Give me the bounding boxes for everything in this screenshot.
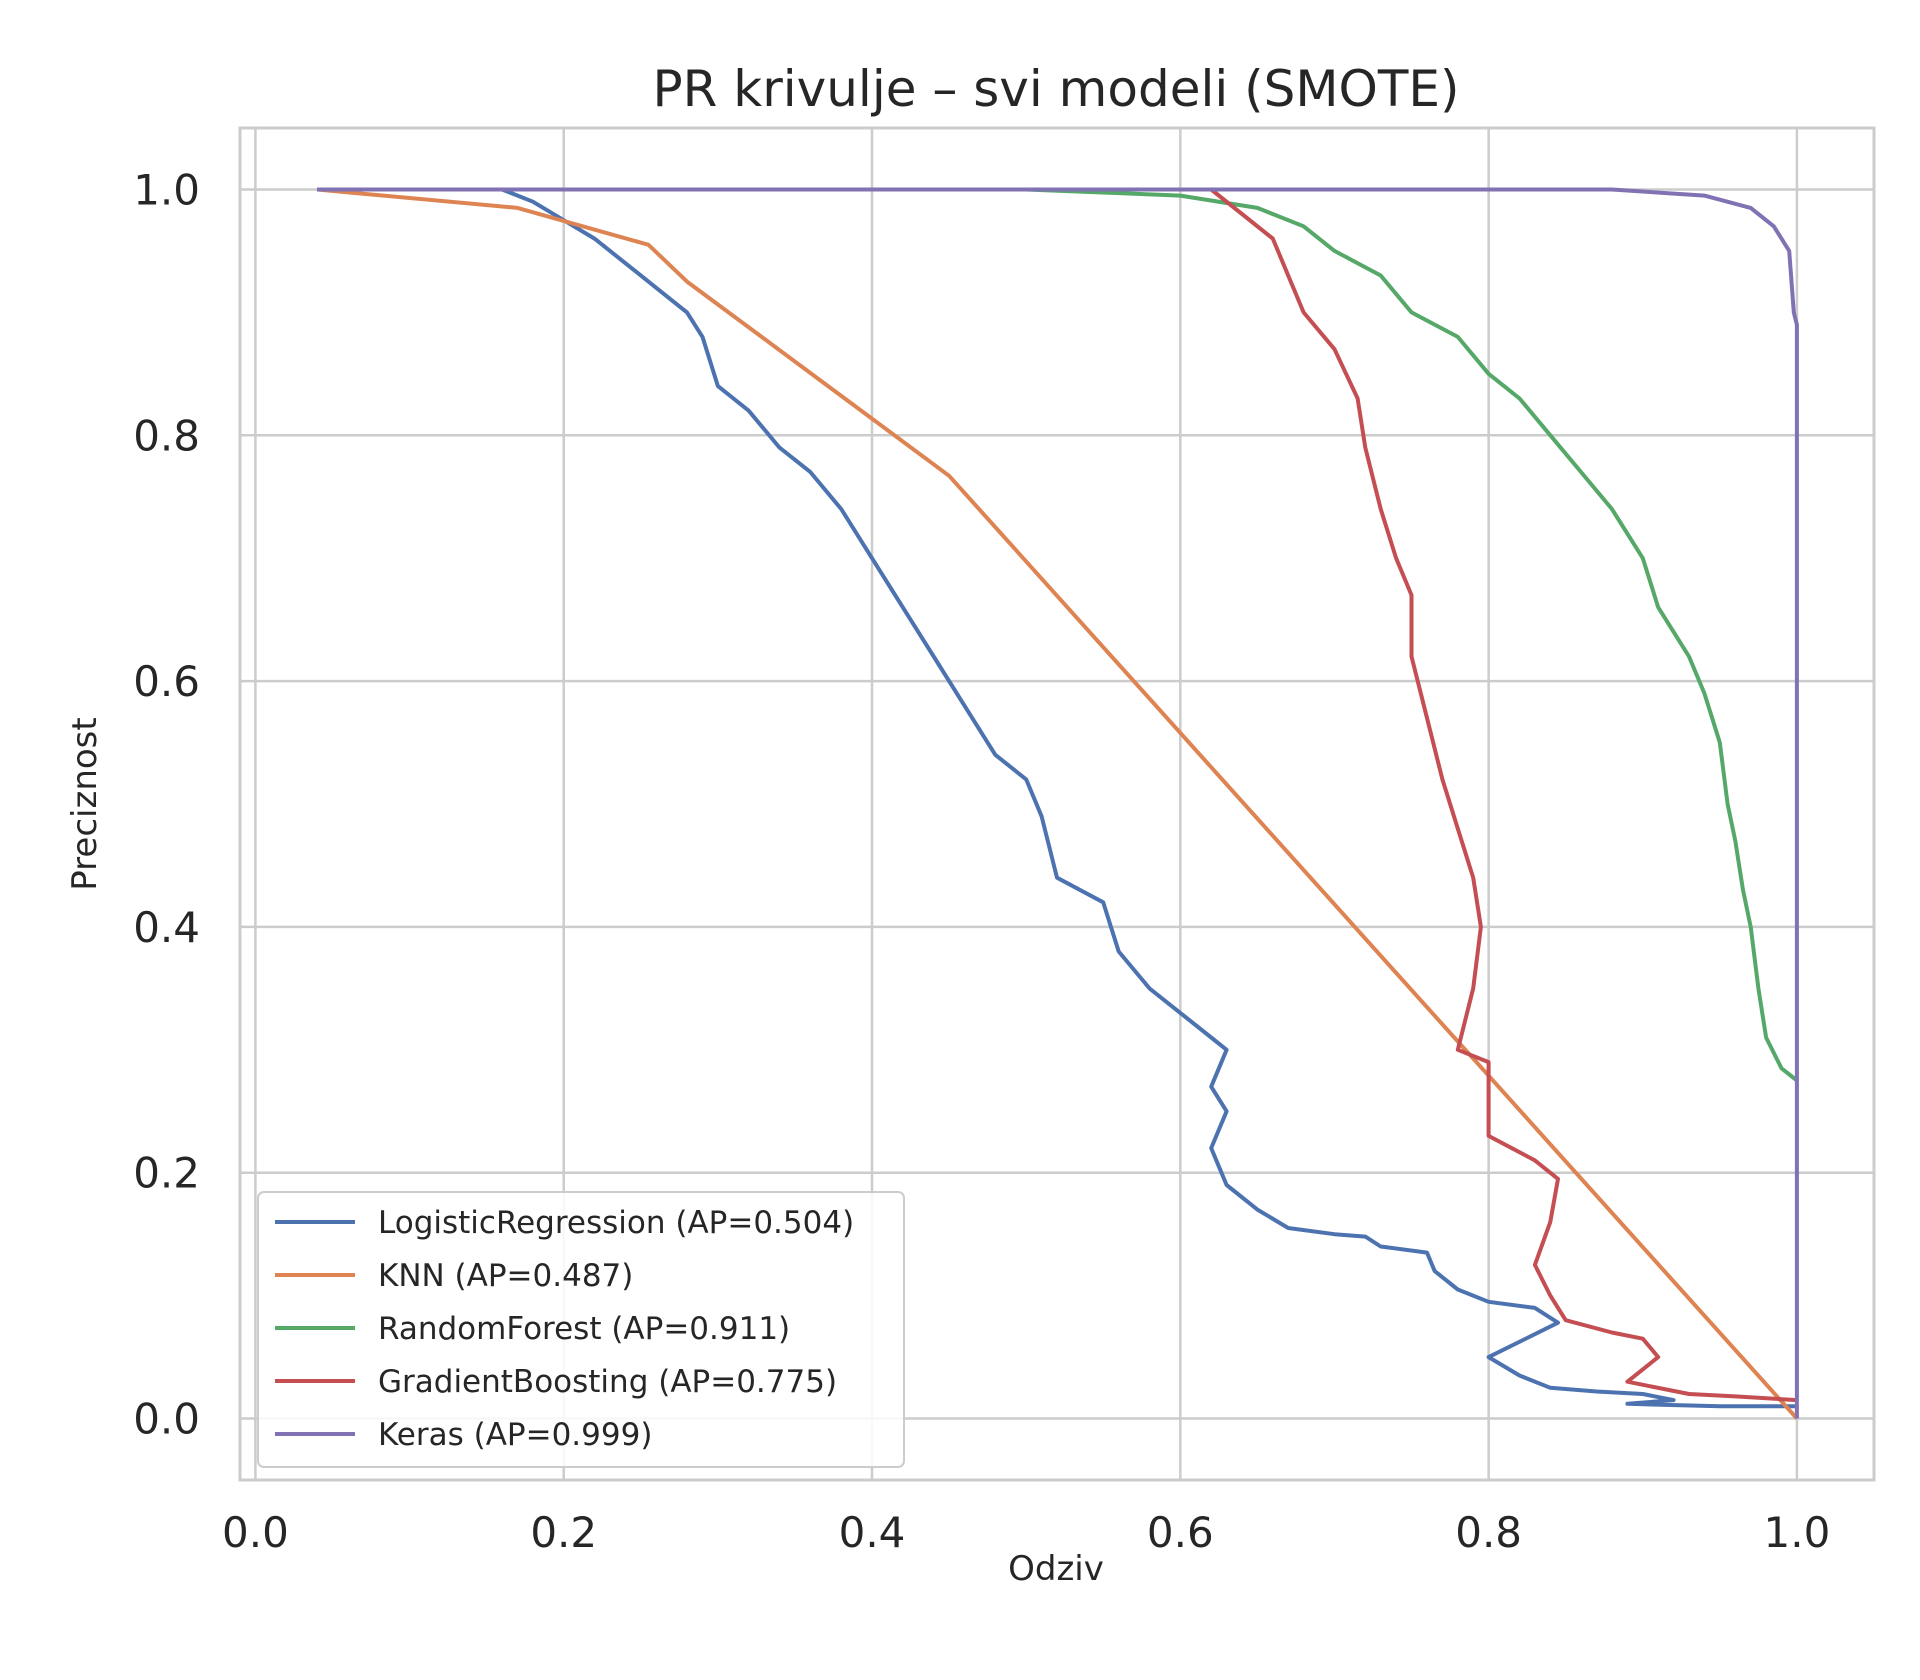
- y-tick-label: 0.2: [133, 1149, 200, 1198]
- legend-entry: GradientBoosting (AP=0.775): [378, 1364, 837, 1400]
- y-axis-ticks: 0.0 0.2 0.4 0.6 0.8 1.0: [133, 165, 200, 1443]
- y-tick-label: 1.0: [133, 165, 200, 214]
- legend-entry: LogisticRegression (AP=0.504): [378, 1205, 854, 1241]
- x-tick-label: 0.8: [1455, 1508, 1522, 1557]
- series-layer: [316, 187, 1799, 1420]
- x-tick-label: 0.0: [222, 1508, 289, 1557]
- legend-box: [257, 1191, 905, 1468]
- legend-entry: KNN (AP=0.487): [378, 1258, 633, 1294]
- x-tick-label: 0.6: [1147, 1508, 1214, 1557]
- series-line-1: [316, 187, 1799, 1420]
- x-tick-label: 1.0: [1764, 1508, 1831, 1557]
- y-tick-label: 0.4: [133, 903, 200, 952]
- series-line-2: [317, 187, 1799, 1083]
- x-tick-label: 0.2: [530, 1508, 597, 1557]
- legend-entry: RandomForest (AP=0.911): [378, 1311, 790, 1347]
- legend-entry: Keras (AP=0.999): [378, 1417, 652, 1453]
- chart-title: PR krivulje – svi modeli (SMOTE): [652, 60, 1459, 118]
- plot-frame: [238, 126, 1876, 1482]
- y-tick-label: 0.8: [133, 411, 200, 460]
- y-axis-label: Preciznost: [65, 717, 105, 890]
- x-tick-label: 0.4: [839, 1508, 906, 1557]
- y-tick-label: 0.0: [133, 1395, 200, 1444]
- y-tick-label: 0.6: [133, 657, 200, 706]
- legend: LogisticRegression (AP=0.504) KNN (AP=0.4…: [257, 1191, 905, 1468]
- series-line-4: [317, 187, 1799, 1419]
- x-axis-ticks: 0.0 0.2 0.4 0.6 0.8 1.0: [222, 1508, 1830, 1557]
- x-axis-label: Odziv: [1008, 1549, 1104, 1589]
- series-line-3: [317, 187, 1798, 1403]
- series-line-0: [317, 187, 1797, 1409]
